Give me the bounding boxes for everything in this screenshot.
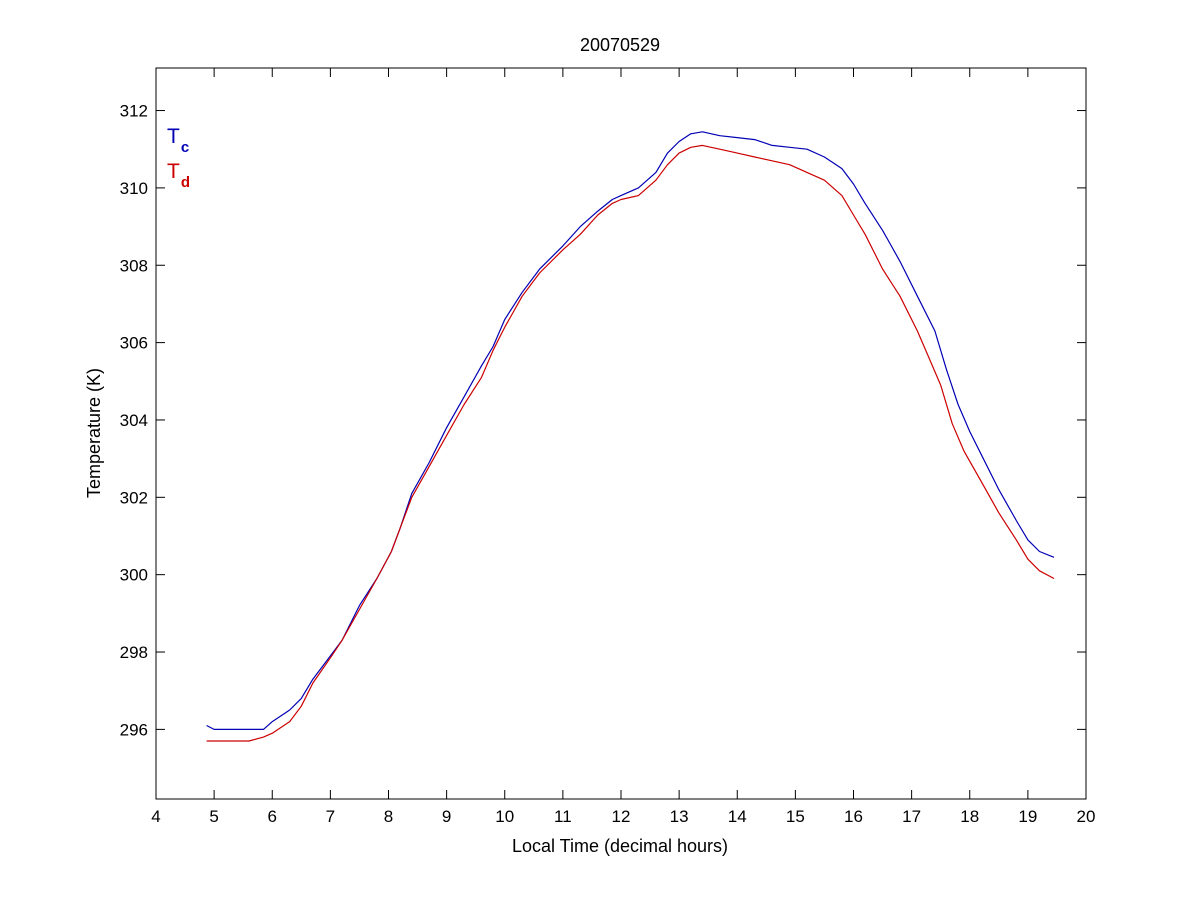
x-tick-label: 8 — [384, 807, 393, 826]
x-tick-label: 12 — [612, 807, 631, 826]
y-tick-label: 304 — [120, 411, 148, 430]
x-tick-label: 4 — [151, 807, 160, 826]
y-tick-label: 310 — [120, 179, 148, 198]
x-tick-label: 18 — [960, 807, 979, 826]
x-tick-label: 17 — [902, 807, 921, 826]
x-tick-label: 19 — [1018, 807, 1037, 826]
x-axis-label: Local Time (decimal hours) — [512, 836, 728, 856]
x-tick-label: 15 — [786, 807, 805, 826]
axes-frame — [155, 67, 1087, 800]
legend-label: T — [167, 160, 180, 183]
y-tick-label: 308 — [120, 256, 148, 275]
x-tick-label: 9 — [442, 807, 451, 826]
x-tick-label: 10 — [495, 807, 514, 826]
x-tick-label: 5 — [209, 807, 218, 826]
legend-label: T — [167, 125, 180, 148]
y-axis-label: Temperature (K) — [84, 368, 104, 498]
plot-area: 4 5 6 7 8 9 10 11 12 13 14 15 16 17 18 19 20 296 298 300 30… — [120, 67, 1095, 826]
x-tick-label: 7 — [326, 807, 335, 826]
x-tick-label: 6 — [268, 807, 277, 826]
series-line-t-d — [206, 144, 1055, 742]
y-tick-label: 312 — [120, 102, 148, 121]
y-tick-label: 296 — [120, 720, 148, 739]
x-tick-label: 20 — [1077, 807, 1096, 826]
y-tick-label: 298 — [120, 643, 148, 662]
y-tick-label: 302 — [120, 488, 148, 507]
y-tick-label: 300 — [120, 566, 148, 585]
y-tick-label: 306 — [120, 334, 148, 353]
legend-subscript: d — [181, 174, 190, 191]
legend-subscript: c — [181, 139, 189, 156]
legend-entry-d: Td — [167, 160, 190, 191]
y-axis: 296 298 300 302 304 306 308 310 312 — [120, 102, 1086, 739]
legend-entry-c: Tc — [167, 125, 189, 156]
chart-title: 20070529 — [580, 35, 660, 55]
x-tick-label: 11 — [554, 807, 572, 826]
x-axis: 4 5 6 7 8 9 10 11 12 13 14 15 16 17 18 19 20 — [151, 68, 1095, 826]
x-tick-label: 16 — [844, 807, 863, 826]
x-tick-label: 13 — [670, 807, 689, 826]
x-tick-label: 14 — [728, 807, 747, 826]
series-lines — [206, 131, 1055, 742]
